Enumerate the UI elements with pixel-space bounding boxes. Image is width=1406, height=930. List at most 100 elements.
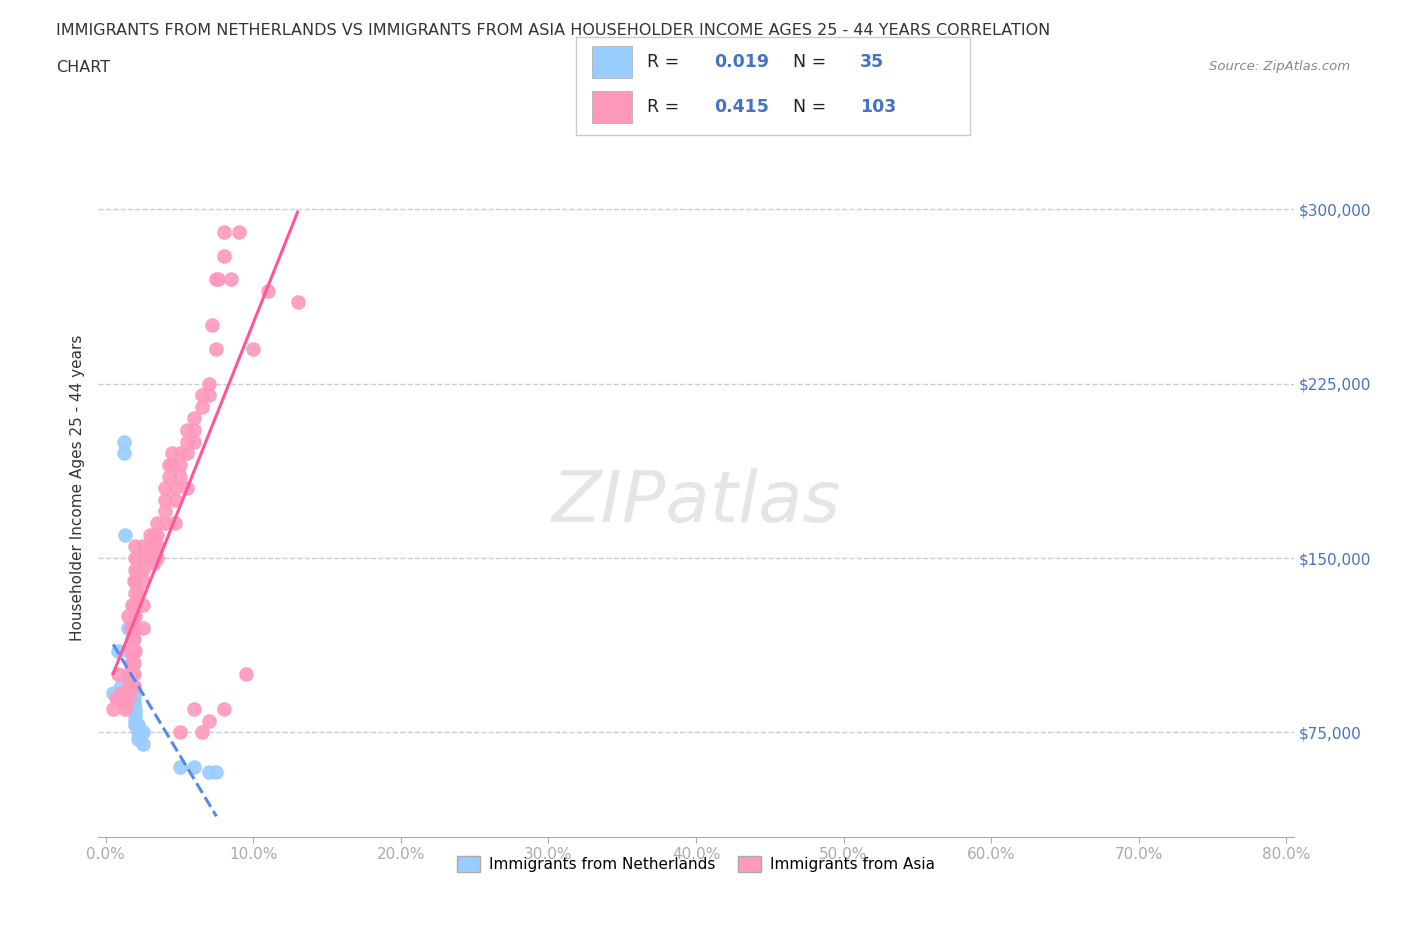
Text: IMMIGRANTS FROM NETHERLANDS VS IMMIGRANTS FROM ASIA HOUSEHOLDER INCOME AGES 25 -: IMMIGRANTS FROM NETHERLANDS VS IMMIGRANT… — [56, 23, 1050, 38]
Point — [122, 574, 145, 589]
Point — [121, 679, 143, 694]
Point — [118, 667, 141, 682]
Point — [131, 597, 153, 612]
Point — [118, 673, 141, 688]
Point — [124, 707, 146, 722]
Point — [153, 504, 176, 519]
Point — [207, 272, 229, 286]
Point — [117, 609, 139, 624]
Point — [122, 597, 145, 612]
Point — [160, 446, 183, 461]
Point — [124, 562, 146, 577]
Text: 0.019: 0.019 — [714, 53, 769, 71]
Point — [219, 272, 242, 286]
Point — [146, 539, 169, 554]
Point — [131, 562, 153, 577]
Point — [127, 586, 149, 601]
Point — [176, 434, 198, 449]
Point — [110, 685, 132, 700]
Text: N =: N = — [793, 98, 832, 116]
Point — [131, 574, 153, 589]
Point — [118, 679, 141, 694]
Point — [112, 434, 135, 449]
Point — [212, 702, 235, 717]
Point — [101, 685, 124, 700]
Point — [121, 620, 143, 635]
Point — [165, 516, 187, 531]
Point — [143, 555, 166, 570]
Point — [153, 481, 176, 496]
Point — [146, 551, 169, 565]
Point — [105, 690, 128, 705]
Point — [212, 248, 235, 263]
Point — [122, 609, 145, 624]
Point — [157, 470, 180, 485]
Point — [139, 539, 162, 554]
Point — [146, 516, 169, 531]
Point — [143, 539, 166, 554]
Point — [257, 283, 280, 298]
Point — [122, 656, 145, 671]
Point — [122, 679, 145, 694]
Point — [120, 644, 142, 658]
Text: ZIPatlas: ZIPatlas — [551, 468, 841, 537]
Point — [118, 667, 141, 682]
Point — [118, 667, 141, 682]
Point — [190, 388, 212, 403]
Point — [176, 481, 198, 496]
Point — [120, 679, 142, 694]
Point — [139, 527, 162, 542]
Point — [110, 679, 132, 694]
Point — [122, 690, 145, 705]
Point — [117, 667, 139, 682]
Point — [127, 718, 149, 733]
Point — [160, 458, 183, 472]
Point — [112, 446, 135, 461]
Point — [127, 551, 149, 565]
Point — [143, 527, 166, 542]
Point — [121, 685, 143, 700]
Point — [124, 586, 146, 601]
Point — [169, 760, 191, 775]
Point — [122, 620, 145, 635]
Point — [198, 764, 221, 779]
Point — [127, 562, 149, 577]
Text: 103: 103 — [860, 98, 896, 116]
Point — [124, 718, 146, 733]
Point — [153, 516, 176, 531]
Point — [146, 527, 169, 542]
Point — [124, 702, 146, 717]
Point — [121, 644, 143, 658]
Point — [112, 698, 135, 712]
Point — [127, 725, 149, 740]
Point — [142, 551, 165, 565]
Point — [131, 737, 153, 751]
Point — [107, 667, 129, 682]
Point — [169, 458, 191, 472]
Point — [122, 702, 145, 717]
Point — [228, 225, 250, 240]
Point — [117, 644, 139, 658]
Point — [122, 632, 145, 647]
Point — [176, 446, 198, 461]
FancyBboxPatch shape — [592, 46, 631, 78]
Point — [122, 644, 145, 658]
Point — [107, 644, 129, 658]
FancyBboxPatch shape — [592, 91, 631, 123]
Point — [183, 760, 205, 775]
Point — [183, 434, 205, 449]
Point — [114, 702, 136, 717]
Point — [169, 446, 191, 461]
Point — [198, 388, 221, 403]
Point — [120, 667, 142, 682]
Point — [101, 702, 124, 717]
Point — [169, 725, 191, 740]
Y-axis label: Householder Income Ages 25 - 44 years: Householder Income Ages 25 - 44 years — [69, 335, 84, 642]
Point — [122, 698, 145, 712]
Point — [205, 764, 228, 779]
Point — [124, 609, 146, 624]
Text: Source: ZipAtlas.com: Source: ZipAtlas.com — [1209, 60, 1350, 73]
Point — [287, 295, 309, 310]
Point — [205, 341, 228, 356]
Point — [122, 698, 145, 712]
